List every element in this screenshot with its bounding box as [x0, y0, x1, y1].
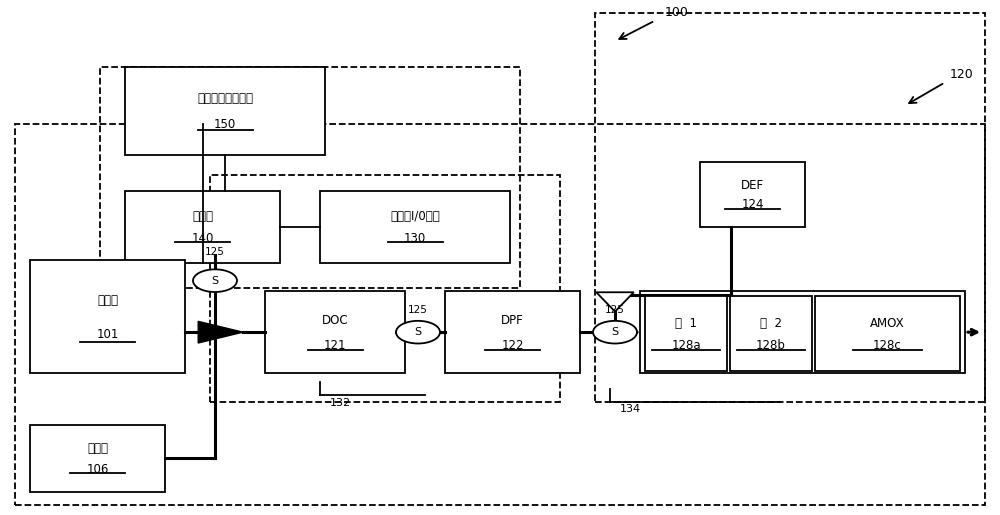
Text: 遠程信息處理單元: 遠程信息處理單元 — [197, 92, 253, 105]
Text: 操作員I/0設備: 操作員I/0設備 — [390, 210, 440, 223]
Text: 130: 130 — [404, 232, 426, 245]
Text: 塊  2: 塊 2 — [760, 317, 782, 330]
Text: DEF: DEF — [741, 179, 764, 192]
Bar — [730, 296, 812, 371]
Text: 128b: 128b — [756, 339, 786, 352]
Bar — [125, 191, 280, 263]
Circle shape — [396, 321, 440, 344]
Text: 123: 123 — [863, 314, 885, 328]
Text: 122: 122 — [501, 339, 524, 352]
Polygon shape — [198, 321, 243, 343]
Text: 125: 125 — [205, 247, 225, 258]
Text: 控制器: 控制器 — [192, 210, 213, 223]
Circle shape — [193, 269, 237, 292]
Text: 128a: 128a — [671, 339, 701, 352]
Bar — [320, 191, 510, 263]
Text: 150: 150 — [214, 118, 236, 131]
Bar — [30, 425, 165, 492]
Text: 101: 101 — [96, 329, 119, 341]
Polygon shape — [596, 293, 634, 312]
Bar — [30, 260, 185, 373]
Text: 塊  1: 塊 1 — [675, 317, 697, 330]
Bar — [15, 124, 985, 505]
Text: S: S — [414, 327, 422, 337]
Text: DPF: DPF — [501, 314, 524, 327]
Circle shape — [593, 321, 637, 344]
Text: 106: 106 — [86, 462, 109, 475]
Text: S: S — [211, 276, 219, 286]
Text: 134: 134 — [619, 404, 641, 415]
Text: SCR: SCR — [862, 298, 886, 311]
Text: 132: 132 — [329, 398, 351, 408]
Bar — [645, 296, 727, 371]
Bar — [210, 175, 560, 402]
Bar — [700, 162, 805, 227]
Text: 100: 100 — [665, 6, 689, 20]
Bar — [265, 291, 405, 373]
Text: 121: 121 — [324, 339, 346, 352]
Text: 128c: 128c — [873, 339, 902, 352]
Text: 125: 125 — [408, 305, 428, 315]
Text: DOC: DOC — [322, 314, 348, 327]
Bar — [125, 67, 325, 154]
Bar — [100, 67, 520, 288]
Text: 124: 124 — [741, 198, 764, 211]
Text: S: S — [611, 327, 619, 337]
Bar — [815, 296, 960, 371]
Text: AMOX: AMOX — [870, 317, 905, 330]
Bar — [640, 291, 965, 373]
Text: 加熱器: 加熱器 — [87, 442, 108, 455]
Text: 120: 120 — [950, 68, 974, 81]
Bar — [595, 13, 985, 402]
Text: 140: 140 — [191, 232, 214, 245]
Text: 發動機: 發動機 — [97, 295, 118, 307]
Bar — [445, 291, 580, 373]
Text: 125: 125 — [605, 305, 625, 315]
